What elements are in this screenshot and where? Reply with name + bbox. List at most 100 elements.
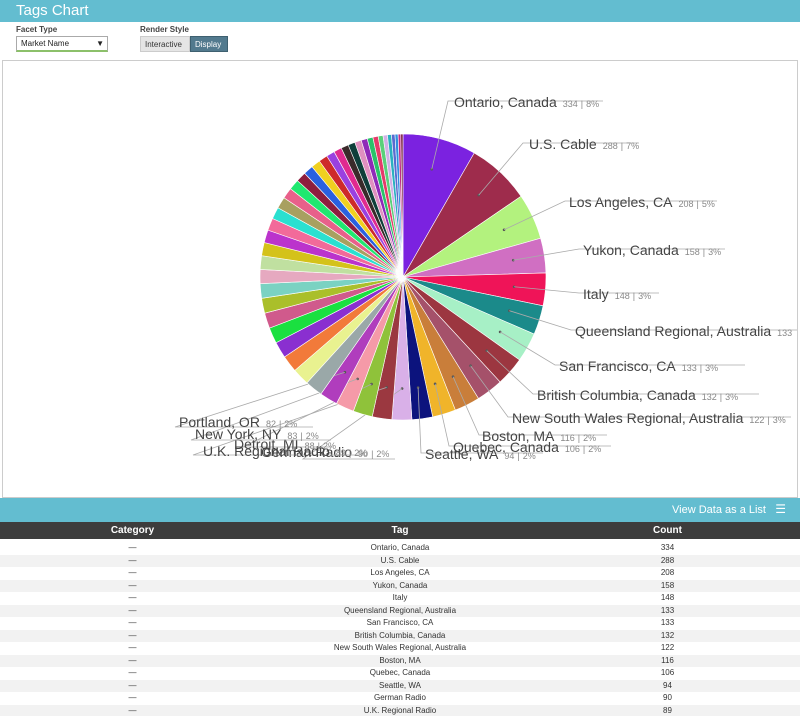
label-leader-line	[470, 365, 791, 418]
slice-label-percent: 2%	[284, 419, 297, 429]
menu-icon[interactable]: ☰	[775, 502, 786, 516]
cell-count: 122	[660, 643, 675, 652]
cell-category: —	[128, 605, 137, 615]
cell-tag: Ontario, Canada	[370, 543, 430, 552]
table-body: — Ontario, Canada 334 — U.S. Cable 288 — Los An…	[0, 542, 800, 716]
facet-type-select[interactable]: Market Name ▼	[16, 36, 108, 52]
slice-label: German Radio 90 | 2%	[261, 444, 389, 460]
cell-category: —	[128, 555, 137, 565]
slice-label: Italy 148 | 3%	[583, 286, 651, 302]
slice-label-percent: 8%	[586, 99, 599, 109]
slice-label-separator: |	[767, 415, 769, 425]
slice-label-count: 94	[504, 451, 514, 461]
label-leader-line	[514, 286, 659, 294]
facet-type-value: Market Name	[21, 39, 70, 48]
table-row[interactable]: — German Radio 90	[0, 692, 800, 705]
cell-category: —	[128, 568, 137, 577]
header-category[interactable]: Category	[110, 525, 155, 536]
table-row[interactable]: — Boston, MA 116	[0, 654, 800, 667]
slice-label-count: 106	[565, 444, 580, 454]
slice-label-percent: 2%	[354, 448, 367, 458]
label-leader-line	[174, 371, 346, 428]
slice-label-separator: |	[633, 291, 635, 301]
cell-count: 133	[660, 605, 675, 615]
table-row[interactable]: — New South Wales Regional, Australia 122	[0, 642, 800, 655]
slice-label: New York, NY 83 | 2%	[195, 426, 319, 442]
slice-label-count: 90	[358, 449, 368, 459]
slice-label-percent: 7%	[626, 141, 639, 151]
slice-label-separator: |	[583, 444, 585, 454]
slice-label-percent: 3%	[773, 415, 786, 425]
cell-count: 90	[663, 693, 672, 702]
table-row[interactable]: — U.K. Regional Radio 89	[0, 704, 800, 716]
cell-category: —	[128, 693, 137, 702]
cell-tag: Seattle, WA	[379, 680, 421, 690]
table-row[interactable]: — Ontario, Canada 334	[0, 542, 800, 555]
slice-label-separator: |	[279, 419, 281, 429]
label-leader-line	[452, 376, 607, 436]
cell-category: —	[128, 705, 137, 715]
slice-label-separator: |	[700, 363, 702, 373]
render-display-button[interactable]: Display	[190, 36, 228, 52]
slice-label: Yukon, Canada 158 | 3%	[583, 242, 721, 258]
cell-category: —	[128, 643, 137, 652]
slice-label-count: 148	[615, 291, 630, 301]
chart-panel: Ontario, Canada 334 | 8% U.S. Cable 288 | 7% Los…	[2, 60, 798, 498]
slice-label-percent: 2%	[523, 451, 536, 461]
slice-label-separator: |	[703, 247, 705, 257]
slice-marker	[343, 370, 347, 374]
list-bar: View Data as a List ☰	[0, 498, 800, 522]
cell-tag: German Radio	[373, 693, 427, 702]
slice-label-separator: |	[621, 141, 623, 151]
table-row[interactable]: — Los Angeles, CA 208	[0, 567, 800, 580]
title-bar: Tags Chart	[0, 0, 800, 22]
table-row[interactable]: — Quebec, Canada 106	[0, 667, 800, 680]
table-row[interactable]: — Seattle, WA 94	[0, 679, 800, 692]
cell-tag: U.S. Cable	[380, 555, 420, 565]
slice-label-tag: U.S. Cable	[529, 136, 597, 152]
table-row[interactable]: — San Francisco, CA 133	[0, 617, 800, 630]
chevron-down-icon: ▼	[96, 39, 104, 48]
slice-label-tag: Ontario, Canada	[454, 94, 557, 110]
cell-category: —	[128, 680, 137, 690]
label-leader-line	[486, 350, 759, 395]
cell-count: 148	[660, 593, 675, 602]
header-tag[interactable]: Tag	[391, 525, 409, 536]
table-row[interactable]: — U.S. Cable 288	[0, 554, 800, 567]
cell-count: 106	[660, 668, 675, 677]
label-leader-line	[499, 331, 745, 366]
cell-tag: Queensland Regional, Australia	[343, 605, 457, 615]
label-leader-line	[503, 200, 717, 231]
slice-label-tag: Los Angeles, CA	[569, 194, 673, 210]
render-style-label: Render Style	[140, 25, 189, 34]
slice-label-tag: San Francisco, CA	[559, 358, 676, 374]
table-row[interactable]: — Queensland Regional, Australia 133	[0, 604, 800, 617]
slice-label-count: 89	[336, 448, 346, 458]
label-leader-line	[190, 378, 358, 441]
cell-category: —	[128, 593, 137, 602]
header-count[interactable]: Count	[653, 525, 682, 536]
slice-label-separator: |	[349, 448, 351, 458]
cell-tag: Yukon, Canada	[372, 580, 428, 590]
slice-label: Portland, OR 82 | 2%	[179, 414, 297, 430]
page-title: Tags Chart	[16, 2, 89, 19]
table-row[interactable]: — Yukon, Canada 158	[0, 579, 800, 592]
slice-label: British Columbia, Canada 132 | 3%	[537, 387, 738, 403]
slice-label-count: 334	[563, 99, 578, 109]
cell-count: 132	[660, 630, 675, 640]
slice-label-percent: 3%	[638, 291, 651, 301]
slice-label-tag: New York, NY	[195, 426, 282, 442]
slice-label: Los Angeles, CA 208 | 5%	[569, 194, 715, 210]
render-interactive-button[interactable]: Interactive	[140, 36, 190, 52]
pie-slice-unlabeled[interactable]	[400, 133, 404, 278]
table-row[interactable]: — British Columbia, Canada 132	[0, 629, 800, 642]
slice-label-percent: 2%	[323, 441, 336, 451]
slice-label-tag: Yukon, Canada	[583, 242, 679, 258]
view-data-list-link[interactable]: View Data as a List	[672, 504, 766, 516]
cell-tag: British Columbia, Canada	[354, 630, 446, 640]
label-leader-line	[478, 142, 639, 196]
slice-label-tag: Boston, MA	[482, 428, 555, 444]
table-row[interactable]: — Italy 148	[0, 592, 800, 605]
slice-label-percent: 2%	[306, 431, 319, 441]
slice-label-count: 208	[679, 199, 694, 209]
